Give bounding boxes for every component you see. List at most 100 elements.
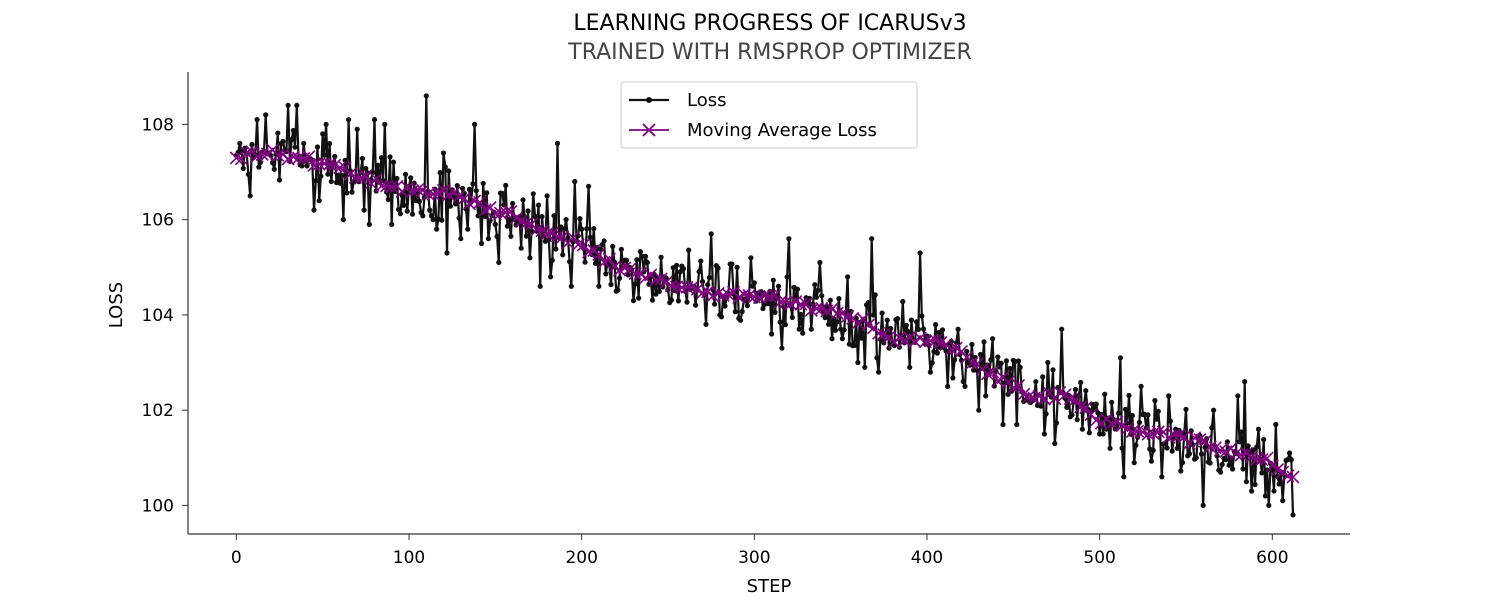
loss-point bbox=[344, 190, 350, 196]
loss-point bbox=[404, 208, 410, 214]
loss-point bbox=[680, 266, 687, 272]
loss-point bbox=[990, 336, 996, 342]
x-tick-label: 200 bbox=[565, 548, 597, 568]
loss-point bbox=[945, 383, 951, 389]
moving-average-marker bbox=[385, 180, 399, 194]
moving-average-marker bbox=[649, 273, 663, 287]
loss-point bbox=[363, 165, 369, 172]
loss-point bbox=[748, 255, 754, 261]
loss-point bbox=[908, 317, 915, 323]
loss-point bbox=[280, 138, 286, 144]
loss-point bbox=[775, 283, 782, 289]
moving-average-marker bbox=[1265, 459, 1279, 473]
loss-point bbox=[1271, 488, 1277, 494]
loss-point bbox=[739, 308, 745, 315]
y-tick-label: 100 bbox=[142, 496, 174, 516]
loss-point bbox=[549, 257, 555, 263]
loss-point bbox=[478, 240, 485, 247]
loss-point bbox=[1259, 470, 1265, 476]
moving-average-marker bbox=[923, 334, 937, 348]
y-ticks: 100 102 104 106 108 bbox=[142, 115, 188, 516]
loss-point bbox=[390, 159, 397, 165]
loss-point bbox=[677, 269, 683, 275]
loss-point bbox=[1152, 398, 1158, 404]
moving-average-marker bbox=[1058, 388, 1072, 402]
moving-average-marker bbox=[716, 288, 730, 302]
loss-point bbox=[706, 275, 713, 281]
loss-point bbox=[327, 141, 333, 147]
loss-point bbox=[1154, 416, 1160, 422]
loss-point bbox=[637, 249, 644, 255]
loss-point bbox=[1245, 443, 1251, 449]
loss-point bbox=[397, 211, 403, 217]
loss-point bbox=[1102, 391, 1108, 397]
loss-point bbox=[895, 316, 901, 322]
loss-point bbox=[684, 299, 690, 305]
loss-point bbox=[808, 326, 814, 332]
loss-point bbox=[361, 207, 367, 213]
loss-point bbox=[1117, 355, 1123, 361]
loss-point bbox=[582, 259, 588, 265]
loss-point bbox=[453, 201, 459, 207]
loss-point bbox=[617, 275, 623, 281]
moving-average-marker bbox=[576, 238, 590, 252]
loss-point bbox=[1052, 440, 1058, 447]
loss-point bbox=[553, 246, 559, 252]
loss-point bbox=[434, 226, 440, 232]
loss-point bbox=[964, 348, 970, 354]
loss-point bbox=[1121, 474, 1127, 480]
moving-average-marker bbox=[566, 231, 580, 245]
x-tick-label: 300 bbox=[738, 548, 770, 568]
loss-point bbox=[567, 259, 573, 265]
loss-point bbox=[446, 168, 452, 174]
moving-average-marker bbox=[1105, 417, 1119, 431]
moving-average-marker bbox=[359, 169, 373, 183]
loss-point bbox=[796, 326, 802, 332]
moving-average-marker bbox=[519, 216, 533, 230]
loss-point bbox=[1014, 421, 1020, 428]
loss-point bbox=[444, 250, 450, 256]
loss-point bbox=[399, 192, 405, 199]
loss-point bbox=[872, 292, 878, 298]
loss-point bbox=[403, 171, 409, 177]
loss-point bbox=[325, 171, 331, 177]
loss-point bbox=[832, 327, 839, 333]
moving-average-marker bbox=[758, 289, 772, 303]
loss-point bbox=[608, 281, 614, 288]
loss-point bbox=[779, 345, 785, 351]
x-tick-label: 600 bbox=[1256, 548, 1288, 568]
loss-point bbox=[532, 213, 538, 219]
loss-point bbox=[551, 213, 557, 219]
moving-average-marker bbox=[468, 194, 482, 208]
loss-point bbox=[782, 322, 789, 328]
loss-point bbox=[339, 172, 345, 178]
moving-average-marker bbox=[1074, 400, 1088, 414]
loss-point bbox=[777, 319, 783, 325]
loss-point bbox=[496, 259, 502, 266]
loss-point bbox=[865, 300, 871, 306]
loss-point bbox=[456, 215, 462, 221]
loss-point bbox=[630, 298, 637, 304]
moving-average-marker bbox=[499, 205, 513, 219]
moving-average-marker bbox=[768, 288, 782, 302]
loss-point bbox=[675, 298, 682, 304]
moving-average-marker bbox=[1125, 424, 1139, 439]
loss-point bbox=[1207, 460, 1213, 466]
moving-average-marker bbox=[473, 195, 487, 209]
loss-point bbox=[1230, 466, 1236, 472]
loss-point bbox=[874, 355, 880, 361]
y-tick-label: 104 bbox=[142, 306, 174, 326]
loss-point bbox=[851, 342, 858, 348]
loss-point bbox=[332, 153, 338, 160]
loss-point bbox=[760, 305, 766, 312]
x-axis-label: STEP bbox=[747, 576, 792, 597]
y-tick-label: 102 bbox=[142, 401, 174, 421]
loss-point bbox=[289, 137, 295, 143]
loss-point bbox=[981, 339, 987, 345]
moving-average-marker bbox=[986, 365, 1000, 379]
loss-point bbox=[1240, 466, 1246, 472]
loss-point bbox=[1243, 479, 1249, 485]
loss-point bbox=[359, 155, 365, 162]
loss-point bbox=[473, 188, 479, 194]
loss-point bbox=[1273, 421, 1279, 428]
